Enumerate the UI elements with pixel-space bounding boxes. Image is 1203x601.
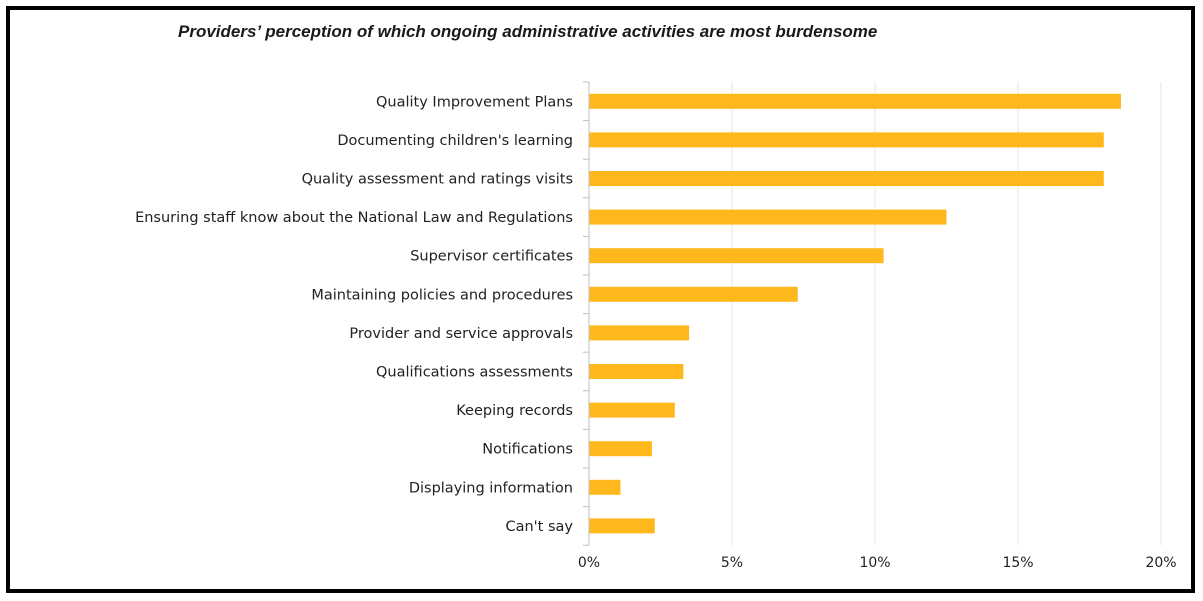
value-tick-labels: 0% 5% 10% 15% 20% <box>578 555 1177 571</box>
bar <box>589 479 621 495</box>
bar <box>589 286 798 302</box>
bar <box>589 441 652 457</box>
bar <box>589 325 690 341</box>
category-label: Keeping records <box>456 403 573 419</box>
bar <box>589 132 1104 148</box>
bar <box>589 93 1121 109</box>
bar <box>589 402 675 418</box>
bar <box>589 209 947 225</box>
category-label: Provider and service approvals <box>349 326 573 342</box>
tick-label: 10% <box>859 555 890 571</box>
category-label: Notifications <box>482 442 573 458</box>
chart-title: Providers’ perception of which ongoing a… <box>178 22 878 41</box>
tick-label: 0% <box>578 555 600 571</box>
category-axis <box>583 81 590 546</box>
tick-label: 15% <box>1002 555 1033 571</box>
category-labels: Quality Improvement Plans Documenting chi… <box>135 94 573 535</box>
category-label: Displaying information <box>409 480 573 496</box>
bar <box>589 248 884 264</box>
tick-label: 20% <box>1145 555 1176 571</box>
category-label: Documenting children's learning <box>337 133 573 149</box>
tick-label: 5% <box>721 555 743 571</box>
category-label: Maintaining policies and procedures <box>311 287 573 303</box>
bar <box>589 518 655 534</box>
bar <box>589 171 1104 186</box>
category-label: Ensuring staff know about the National L… <box>135 210 573 226</box>
category-label: Qualifications assessments <box>376 365 573 381</box>
category-label: Quality Improvement Plans <box>376 94 573 110</box>
category-label: Supervisor certificates <box>410 249 573 265</box>
category-label: Quality assessment and ratings visits <box>302 172 573 188</box>
bars <box>589 93 1121 534</box>
gridlines <box>731 82 1162 546</box>
category-label: Can't say <box>505 519 573 535</box>
bar <box>589 364 684 379</box>
